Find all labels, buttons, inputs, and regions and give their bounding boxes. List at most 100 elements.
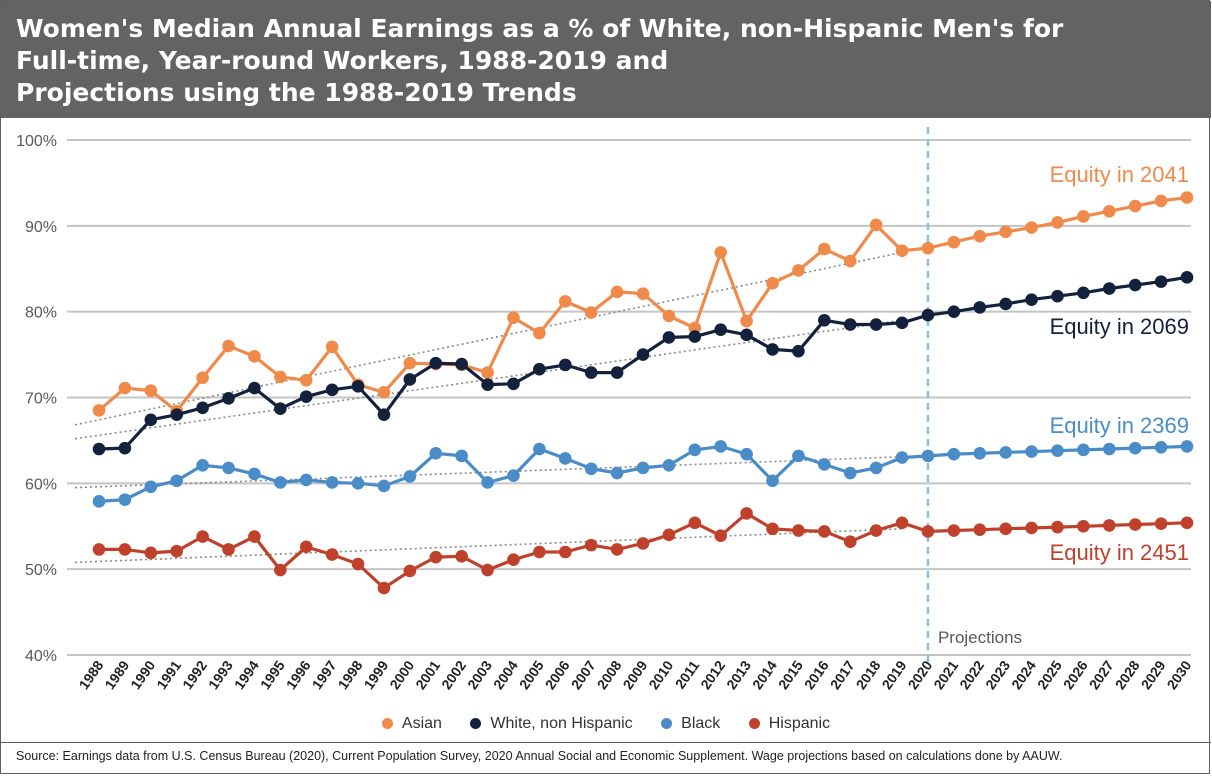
data-point (1180, 191, 1194, 204)
data-point (507, 553, 520, 567)
data-point (636, 287, 650, 300)
legend: Asian White, non Hispanic Black Hispanic (1, 715, 1211, 737)
data-point (921, 525, 935, 538)
trend-line (74, 251, 903, 426)
data-point (274, 370, 287, 384)
data-point (403, 564, 417, 578)
data-point (507, 377, 520, 391)
series-hispanic (92, 507, 1194, 595)
source-note: Source: Earnings data from U.S. Census B… (16, 749, 1063, 763)
data-point (325, 383, 339, 397)
data-point (714, 440, 728, 453)
data-point (740, 507, 753, 520)
data-point (481, 378, 494, 391)
legend-label-hispanic: Hispanic (768, 715, 831, 732)
data-point (973, 301, 987, 314)
data-point (170, 544, 184, 558)
data-point (248, 350, 261, 363)
data-point (118, 381, 132, 395)
data-point (144, 384, 158, 397)
x-tick-label: 2015 (775, 657, 806, 692)
x-tick-label: 2027 (1086, 657, 1117, 692)
data-point (118, 543, 132, 556)
data-point (1102, 204, 1116, 218)
data-point (1051, 444, 1064, 458)
data-point (274, 402, 287, 415)
x-tick-label: 2028 (1112, 657, 1143, 692)
x-tick-label: 2017 (827, 657, 858, 692)
data-point (1077, 210, 1090, 223)
data-point (274, 476, 287, 489)
x-tick-label: 2004 (490, 657, 521, 692)
data-point (481, 366, 494, 379)
data-point (714, 246, 728, 259)
gridlines (67, 139, 1191, 656)
data-point (766, 277, 779, 290)
data-point (843, 254, 857, 268)
data-point (481, 563, 494, 577)
data-point (584, 462, 598, 476)
x-tick-label: 2007 (568, 657, 599, 692)
data-point (947, 447, 961, 461)
equity-callout: Equity in 2369 (1050, 413, 1189, 438)
data-point (222, 543, 235, 556)
trend-lines (74, 251, 903, 564)
data-point (662, 528, 676, 542)
data-point (403, 470, 417, 483)
data-point (843, 466, 857, 480)
data-point (921, 449, 935, 463)
data-point (1154, 194, 1168, 208)
equity-callout: Equity in 2069 (1050, 314, 1189, 339)
y-tick-label: 70% (25, 391, 57, 408)
data-point (144, 480, 158, 494)
y-tick-label: 80% (25, 305, 57, 322)
data-point (1051, 216, 1064, 229)
equity-callout: Equity in 2451 (1050, 540, 1189, 565)
data-point (895, 244, 909, 258)
data-point (947, 524, 961, 537)
x-tick-label: 1999 (360, 657, 391, 692)
series-white-non-hispanic (92, 271, 1194, 456)
data-point (377, 386, 391, 399)
data-point (766, 474, 779, 488)
equity-callout: Equity in 2041 (1050, 162, 1189, 187)
data-point (688, 330, 702, 343)
data-point (740, 328, 753, 342)
data-point (558, 545, 572, 559)
data-point (610, 366, 624, 379)
data-point (818, 313, 831, 327)
data-point (299, 540, 313, 554)
data-point (636, 348, 650, 361)
data-point (299, 473, 313, 487)
data-point (792, 449, 805, 463)
data-point (766, 343, 779, 356)
data-point (351, 477, 365, 490)
data-point (196, 459, 209, 472)
y-tick-label: 90% (25, 219, 57, 236)
x-tick-label: 1991 (153, 657, 184, 692)
data-point (507, 469, 520, 482)
data-point (248, 467, 261, 481)
legend-label-asian: Asian (401, 715, 442, 732)
x-tick-label: 2000 (386, 657, 417, 692)
data-point (1180, 271, 1194, 284)
projection-label: Projections (938, 628, 1022, 647)
legend-marker-hispanic (748, 718, 760, 729)
series-line (99, 511, 1188, 590)
data-point (196, 401, 209, 415)
data-point (455, 449, 468, 463)
x-tick-label: 2026 (1060, 657, 1091, 692)
title-bar: Women's Median Annual Earnings as a % of… (1, 1, 1211, 118)
x-tick-label: 1992 (179, 657, 210, 692)
data-point (688, 443, 702, 457)
legend-item-asian: Asian (381, 715, 442, 733)
x-tick-label: 2020 (904, 657, 935, 692)
data-point (999, 446, 1012, 459)
data-point (170, 474, 184, 488)
data-point (973, 229, 987, 243)
data-point (1102, 282, 1116, 295)
x-tick-label: 2018 (853, 657, 884, 692)
data-point (92, 442, 106, 456)
x-tick-label: 1994 (231, 657, 262, 692)
